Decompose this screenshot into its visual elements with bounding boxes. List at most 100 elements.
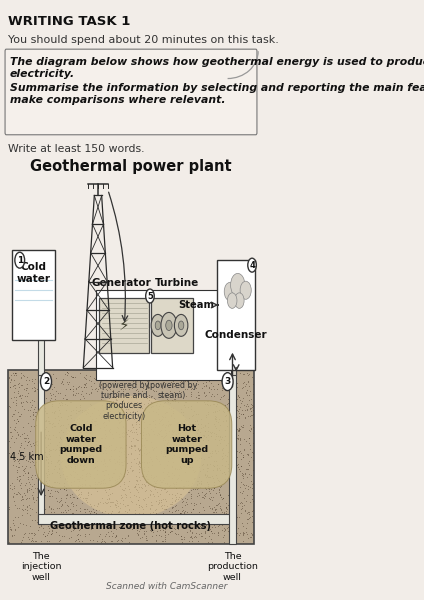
Point	[46, 434, 53, 444]
Point	[75, 536, 82, 546]
Point	[176, 374, 182, 384]
Point	[102, 465, 109, 475]
Point	[94, 479, 100, 489]
Point	[83, 462, 90, 472]
Point	[107, 379, 114, 389]
Point	[232, 437, 239, 446]
Point	[70, 443, 76, 453]
Point	[83, 410, 89, 419]
Point	[114, 474, 120, 484]
Point	[243, 390, 250, 400]
Point	[148, 398, 155, 408]
Point	[115, 386, 122, 396]
Point	[212, 523, 219, 532]
Point	[207, 428, 214, 438]
Point	[56, 478, 62, 487]
Point	[101, 456, 108, 466]
Point	[185, 433, 192, 442]
Point	[148, 391, 155, 401]
Point	[48, 401, 55, 410]
Point	[65, 412, 72, 421]
Point	[41, 382, 47, 391]
Point	[135, 391, 142, 401]
Point	[91, 483, 98, 493]
Point	[15, 386, 22, 396]
Point	[194, 428, 201, 437]
Point	[161, 449, 168, 459]
Point	[219, 509, 226, 519]
Point	[13, 370, 20, 379]
Point	[108, 526, 115, 535]
Point	[218, 492, 225, 502]
Point	[66, 427, 73, 436]
Point	[139, 440, 146, 449]
Point	[87, 499, 94, 508]
Point	[92, 416, 98, 426]
Point	[107, 440, 114, 450]
Point	[221, 507, 228, 517]
Point	[116, 457, 123, 466]
Point	[109, 434, 116, 443]
Point	[126, 463, 133, 473]
Point	[143, 471, 150, 481]
Point	[67, 469, 74, 478]
Point	[64, 505, 71, 514]
Point	[210, 381, 217, 391]
Point	[196, 442, 203, 451]
Point	[232, 389, 239, 399]
Point	[124, 415, 131, 425]
Point	[217, 438, 223, 448]
Point	[134, 436, 141, 445]
Point	[173, 474, 180, 484]
Point	[158, 448, 165, 457]
Point	[28, 374, 35, 384]
Point	[137, 428, 144, 437]
Point	[209, 428, 216, 437]
Point	[22, 505, 29, 514]
Point	[98, 413, 104, 422]
Point	[124, 467, 131, 476]
Point	[57, 408, 64, 418]
Point	[209, 503, 215, 512]
Point	[102, 429, 109, 439]
Point	[220, 391, 226, 401]
Point	[25, 375, 32, 385]
Point	[247, 476, 254, 486]
Point	[137, 439, 144, 449]
Point	[154, 368, 161, 377]
Point	[204, 471, 210, 481]
Point	[245, 411, 251, 421]
Point	[220, 527, 227, 536]
Point	[137, 476, 144, 485]
Point	[235, 391, 242, 401]
Point	[66, 509, 73, 519]
Point	[119, 427, 126, 437]
Point	[238, 454, 245, 464]
Point	[97, 409, 104, 418]
Point	[248, 424, 255, 434]
Point	[120, 413, 127, 423]
Point	[177, 377, 184, 387]
Point	[63, 394, 70, 403]
Point	[162, 484, 168, 493]
Point	[65, 448, 72, 457]
Point	[126, 504, 132, 514]
Point	[153, 431, 160, 440]
Point	[167, 441, 174, 451]
Point	[195, 368, 202, 378]
Point	[117, 513, 123, 523]
Point	[238, 497, 245, 507]
Point	[162, 370, 169, 379]
Point	[144, 391, 151, 401]
Point	[195, 388, 201, 397]
Point	[180, 507, 187, 517]
Point	[50, 389, 56, 399]
Point	[144, 422, 151, 432]
Point	[99, 494, 106, 503]
Point	[185, 476, 192, 486]
Point	[176, 464, 182, 474]
Point	[244, 370, 251, 379]
Point	[107, 389, 114, 398]
Point	[100, 442, 107, 451]
Point	[244, 514, 251, 524]
